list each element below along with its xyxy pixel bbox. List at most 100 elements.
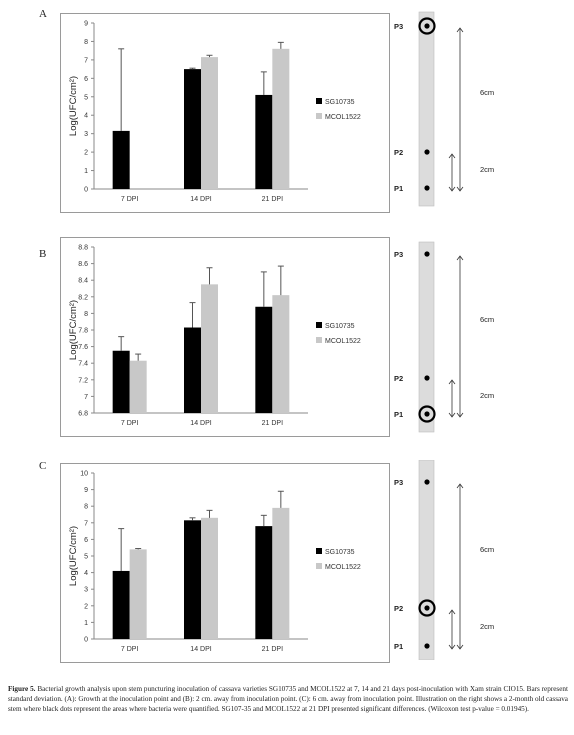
y-tick-label: 5 xyxy=(84,554,88,561)
chart-a: 0 1 2 3 4 5 6 7 8 9 Log(UFC/cm²) 7 DPI 14 DPI 21 DPI S… xyxy=(60,13,390,213)
legend-label: SG10735 xyxy=(325,549,355,556)
legend-label: SG10735 xyxy=(325,99,355,106)
y-tick-label: 6.8 xyxy=(78,411,88,418)
y-tick-label: 8.2 xyxy=(78,294,88,301)
label-p3: P3 xyxy=(394,478,403,487)
long-distance-label: 6cm xyxy=(480,88,494,97)
bar-mcol1522 xyxy=(272,507,290,639)
y-tick-label: 2 xyxy=(84,603,88,610)
label-p3: P3 xyxy=(394,250,403,259)
long-arrow-head-down xyxy=(456,186,464,192)
long-distance-label: 6cm xyxy=(480,545,494,554)
bar-mcol1522 xyxy=(129,360,147,413)
short-arrow-head-down xyxy=(448,412,456,418)
bar-sg10735 xyxy=(184,520,201,639)
sampling-point-p1 xyxy=(424,643,430,649)
legend-label: MCOL1522 xyxy=(325,564,361,571)
y-tick-label: 8 xyxy=(84,311,88,318)
bar-sg10735 xyxy=(184,69,201,189)
x-tick-label: 21 DPI xyxy=(262,646,283,653)
inoculation-circle xyxy=(418,17,436,35)
sampling-point-p1 xyxy=(424,411,430,417)
figure-caption: Figure 5. Bacterial growth analysis upon… xyxy=(8,684,568,714)
x-tick-label: 14 DPI xyxy=(190,196,211,203)
y-tick-label: 8 xyxy=(84,504,88,511)
bar-mcol1522 xyxy=(129,549,147,639)
panel-letter-c: C xyxy=(39,460,47,472)
x-tick-label: 21 DPI xyxy=(262,196,283,203)
legend-swatch xyxy=(316,113,322,119)
legend-swatch xyxy=(316,337,322,343)
y-tick-label: 7.8 xyxy=(78,328,88,335)
sampling-point-p3 xyxy=(424,23,430,29)
label-p1: P1 xyxy=(394,410,403,419)
y-tick-label: 8 xyxy=(84,39,88,46)
y-tick-label: 9 xyxy=(84,21,88,28)
legend-swatch xyxy=(316,98,322,104)
sampling-point-p2 xyxy=(424,149,430,155)
y-tick-label: 1 xyxy=(84,620,88,627)
short-arrow-head-up xyxy=(448,153,456,159)
y-tick-label: 3 xyxy=(84,131,88,138)
legend-swatch xyxy=(316,322,322,328)
label-p3: P3 xyxy=(394,22,403,31)
x-tick-label: 14 DPI xyxy=(190,646,211,653)
legend-label: MCOL1522 xyxy=(325,114,361,121)
legend-label: MCOL1522 xyxy=(325,338,361,345)
legend-label: SG10735 xyxy=(325,323,355,330)
chart-frame xyxy=(60,237,390,437)
y-tick-label: 8.6 xyxy=(78,261,88,268)
bar-sg10735 xyxy=(255,94,273,189)
cassava-stem xyxy=(418,460,435,660)
long-arrow-head-up xyxy=(456,255,464,261)
sampling-point-p3 xyxy=(424,479,430,485)
short-arrow-head-down xyxy=(448,644,456,650)
short-distance-label: 2cm xyxy=(480,622,494,631)
y-tick-label: 4 xyxy=(84,570,88,577)
chart-frame xyxy=(60,13,390,213)
cassava-stem xyxy=(418,241,435,433)
sampling-point-p2 xyxy=(424,605,430,611)
y-tick-label: 3 xyxy=(84,587,88,594)
bar-sg10735 xyxy=(255,306,273,413)
chart-frame xyxy=(60,463,390,663)
chart-c: 0 1 2 3 4 5 6 7 8 9 10 Log(UFC/cm²) 7 DPI 14 DPI 21 DP… xyxy=(60,463,390,663)
y-tick-label: 7.2 xyxy=(78,377,88,384)
bar-sg10735 xyxy=(112,130,130,189)
chart-b: 6.8 7 7.2 7.4 7.6 7.8 8 8.2 8.4 8.6 8.8 Log(UFC/cm²… xyxy=(60,237,390,437)
bar-sg10735 xyxy=(184,327,201,413)
y-tick-label: 7 xyxy=(84,394,88,401)
y-axis-label: Log(UFC/cm²) xyxy=(68,76,79,136)
y-tick-label: 7 xyxy=(84,57,88,64)
short-distance-label: 2cm xyxy=(480,165,494,174)
y-tick-label: 7 xyxy=(84,520,88,527)
y-tick-label: 2 xyxy=(84,150,88,157)
x-tick-label: 14 DPI xyxy=(190,420,211,427)
stem-diagram-c: P3 P2 P1 6cm 2cm xyxy=(394,460,494,660)
bar-sg10735 xyxy=(255,526,273,639)
short-arrow-head-down xyxy=(448,186,456,192)
bar-mcol1522 xyxy=(272,48,290,190)
legend-swatch xyxy=(316,548,322,554)
y-tick-label: 6 xyxy=(84,537,88,544)
x-tick-label: 7 DPI xyxy=(121,196,139,203)
caption-label: Figure 5. xyxy=(8,685,36,693)
label-p2: P2 xyxy=(394,374,403,383)
long-arrow-head-down xyxy=(456,412,464,418)
y-tick-label: 7.4 xyxy=(78,361,88,368)
y-tick-label: 8.8 xyxy=(78,245,88,252)
y-tick-label: 9 xyxy=(84,487,88,494)
bar-mcol1522 xyxy=(201,57,218,189)
y-tick-label: 10 xyxy=(80,471,88,478)
sampling-point-p3 xyxy=(424,251,430,257)
label-p1: P1 xyxy=(394,184,403,193)
label-p1: P1 xyxy=(394,642,403,651)
stem-diagram-a: P3 P2 P1 6cm 2cm xyxy=(394,11,494,207)
x-tick-label: 7 DPI xyxy=(121,420,139,427)
y-tick-label: 4 xyxy=(84,113,88,120)
short-distance-label: 2cm xyxy=(480,391,494,400)
legend-swatch xyxy=(316,563,322,569)
x-tick-label: 21 DPI xyxy=(262,420,283,427)
y-tick-label: 1 xyxy=(84,168,88,175)
long-arrow-head-up xyxy=(456,483,464,489)
